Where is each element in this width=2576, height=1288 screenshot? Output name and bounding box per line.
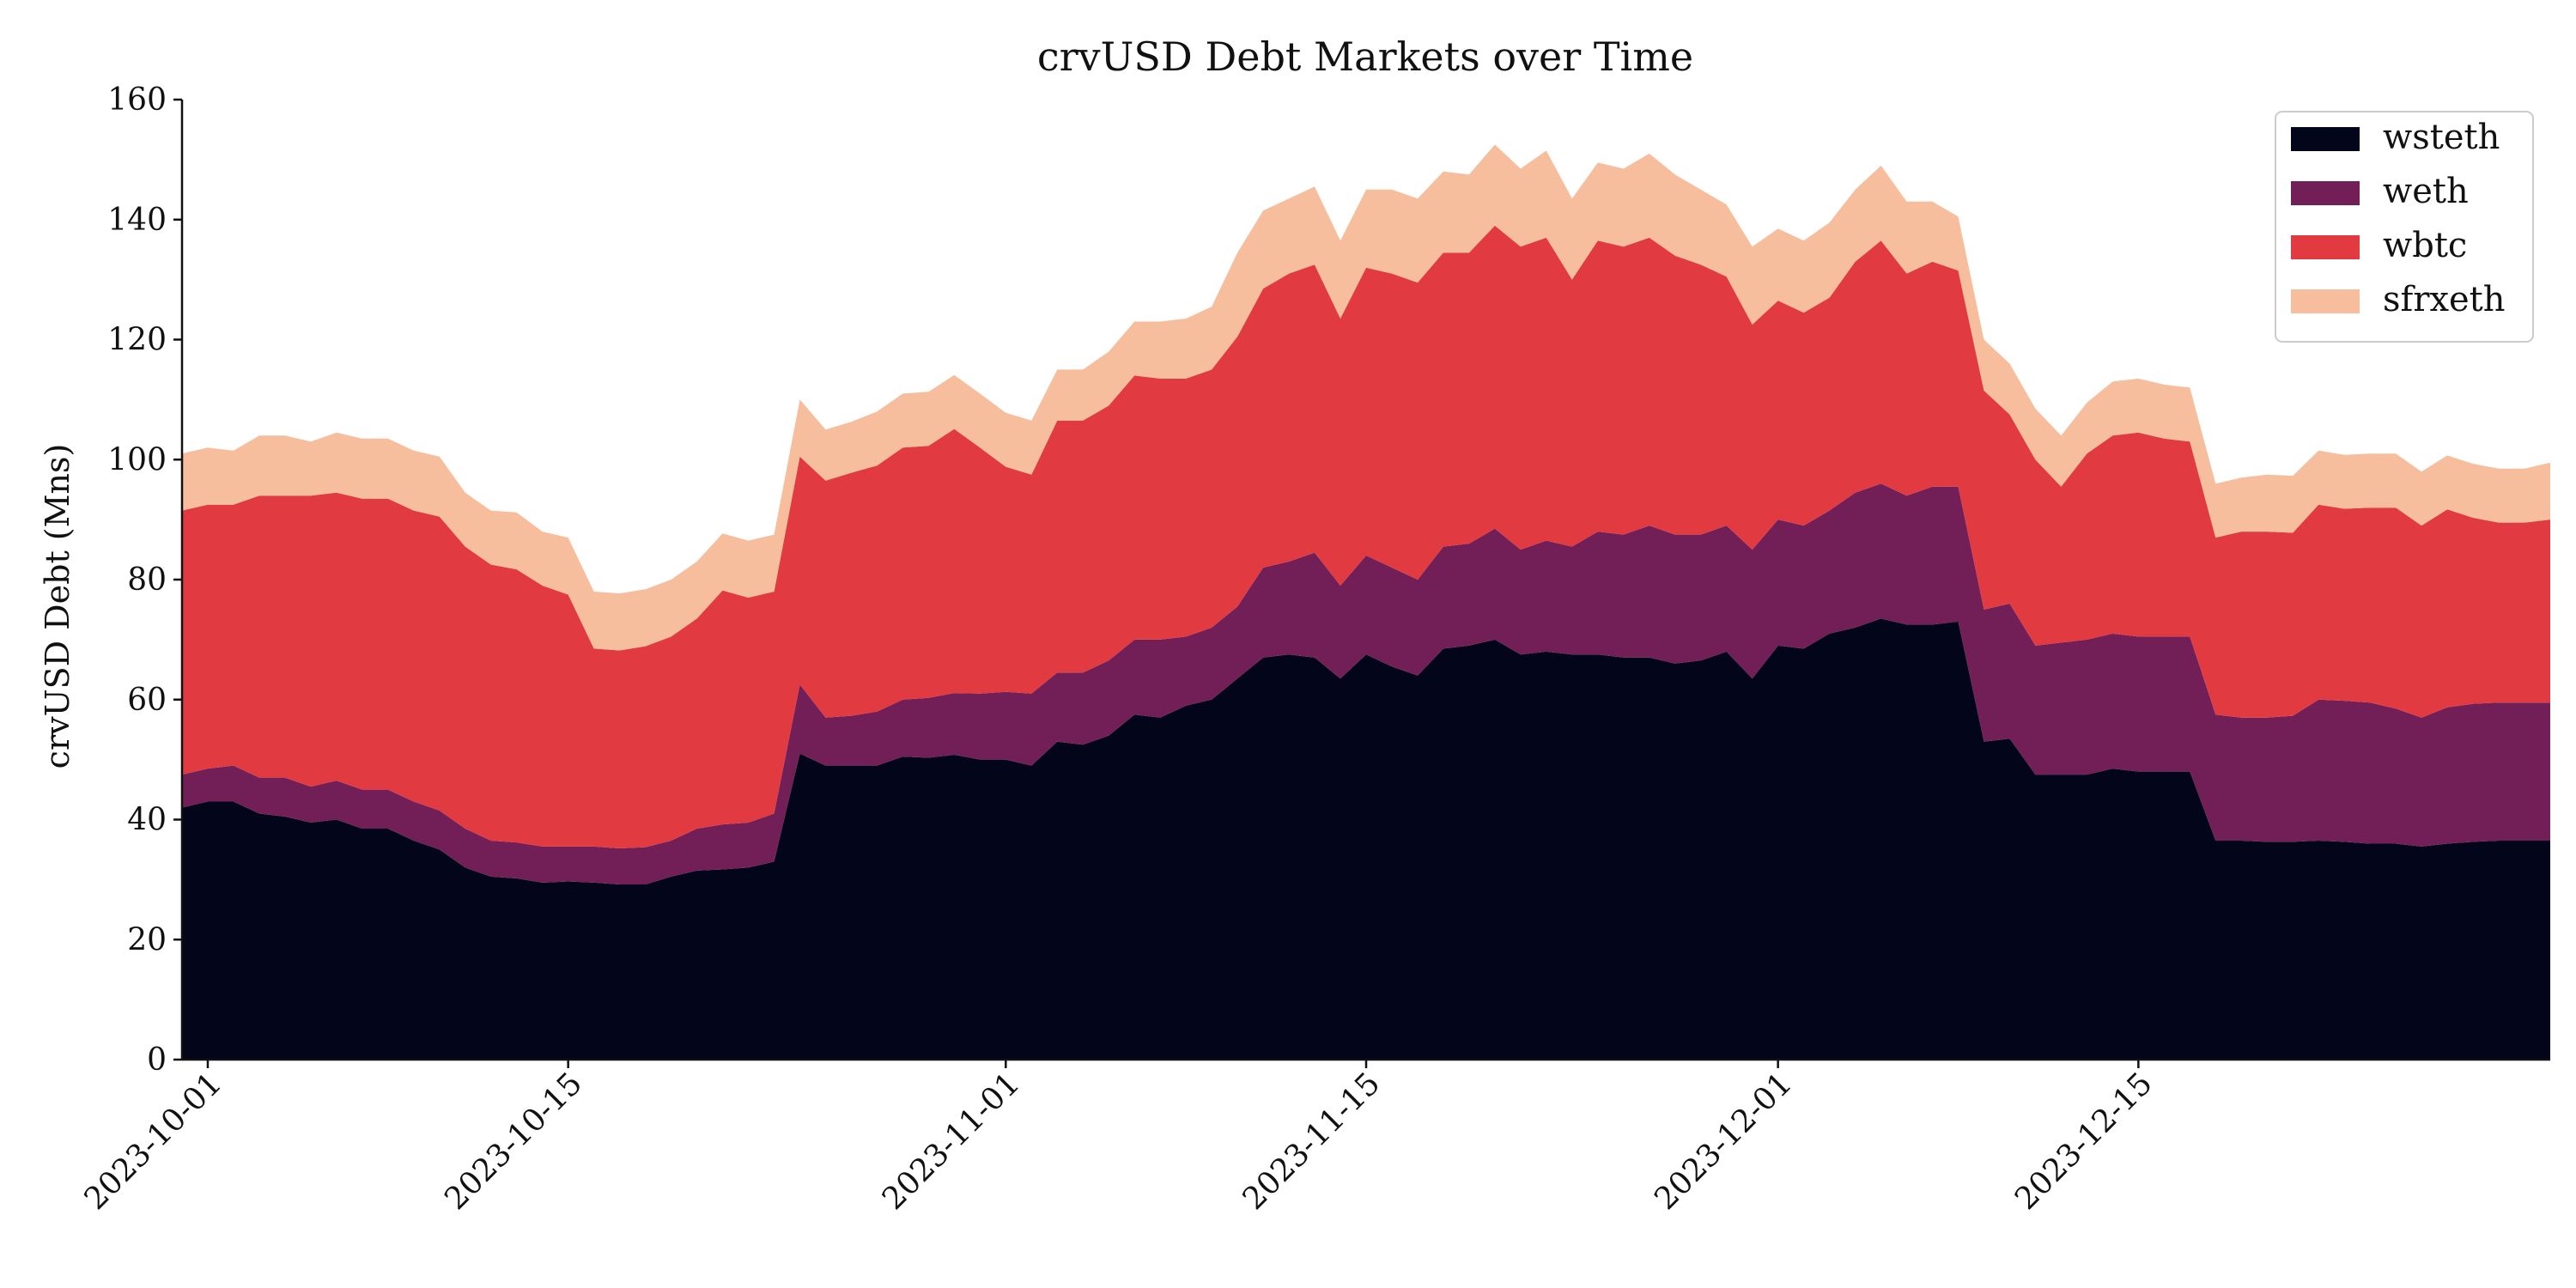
y-tick-label: 140 (107, 203, 167, 238)
area-sfrxeth (182, 144, 2550, 651)
y-tick-label: 60 (127, 683, 167, 718)
y-tick-label: 20 (127, 922, 167, 957)
legend-swatch-sfrxeth (2291, 289, 2360, 313)
x-tick-label: 2023-10-01 (78, 1066, 229, 1217)
y-tick-label: 160 (107, 82, 167, 118)
legend-label-weth: weth (2383, 172, 2469, 211)
legend-label-sfrxeth: sfrxeth (2383, 280, 2506, 319)
x-tick-label: 2023-10-15 (438, 1066, 589, 1217)
chart-title: crvUSD Debt Markets over Time (1037, 33, 1693, 80)
y-tick-label: 0 (147, 1042, 167, 1078)
legend: wsteth weth wbtc sfrxeth (2275, 111, 2534, 343)
area-wsteth (182, 618, 2550, 1060)
y-axis-label: crvUSD Debt (Mns) (39, 444, 76, 769)
y-tick-label: 100 (107, 442, 167, 477)
legend-swatch-wsteth (2291, 127, 2360, 151)
area-weth (182, 483, 2550, 884)
legend-frame (2275, 111, 2534, 343)
legend-label-wsteth: wsteth (2383, 118, 2500, 157)
legend-label-wbtc: wbtc (2383, 226, 2467, 265)
y-tick-label: 40 (127, 803, 167, 838)
area-wbtc (182, 225, 2550, 848)
y-tick-label: 80 (127, 562, 167, 598)
legend-swatch-wbtc (2291, 235, 2360, 259)
y-tick-label: 120 (107, 323, 167, 358)
x-tick-label: 2023-11-15 (1236, 1066, 1388, 1217)
legend-swatch-weth (2291, 181, 2360, 205)
x-tick-label: 2023-12-15 (2008, 1066, 2160, 1217)
area-layers (182, 144, 2550, 1060)
x-tick-label: 2023-12-01 (1648, 1066, 1799, 1217)
x-tick-label: 2023-11-01 (876, 1066, 1027, 1217)
